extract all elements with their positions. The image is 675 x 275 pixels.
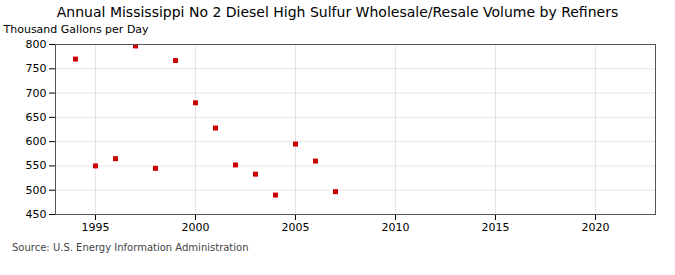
svg-text:Thousand Gallons per Day: Thousand Gallons per Day (3, 23, 150, 36)
svg-text:650: 650 (26, 111, 47, 124)
svg-text:2015: 2015 (482, 221, 510, 234)
svg-text:2000: 2000 (182, 221, 210, 234)
html-text:Annual Mississippi No 2 Diesel: Annual Mississippi No 2 Diesel High Sulf… (56, 4, 619, 20)
svg-text:700: 700 (26, 87, 47, 100)
svg-text:500: 500 (26, 184, 47, 197)
svg-text:2010: 2010 (382, 221, 410, 234)
svg-text:450: 450 (26, 208, 47, 221)
svg-text:1995: 1995 (82, 221, 110, 234)
svg-text:600: 600 (26, 135, 47, 148)
svg-text:550: 550 (26, 159, 47, 172)
svg-text:750: 750 (26, 62, 47, 75)
svg-text:2005: 2005 (282, 221, 310, 234)
svg-text:800: 800 (26, 38, 47, 51)
svg-text:2020: 2020 (582, 221, 610, 234)
html-text:Source: U.S. Energy Informatio: Source: U.S. Energy Information Administ… (12, 242, 249, 253)
